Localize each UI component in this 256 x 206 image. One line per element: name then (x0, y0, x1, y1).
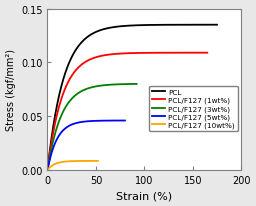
PCL (216, 24, 219, 27)
PCL/F127 (5wt%) (104, 120, 107, 122)
PCL/F127 (5wt%) (60, 132, 63, 134)
PCL/F127 (1wt%) (206, 52, 209, 55)
Line: PCL/F127 (3wt%): PCL/F127 (3wt%) (47, 84, 137, 170)
PCL (46, 169, 49, 171)
PCL/F127 (1wt%) (118, 53, 121, 56)
Line: PCL/F127 (1wt%): PCL/F127 (1wt%) (47, 53, 207, 170)
Y-axis label: Stress (kgf/mm²): Stress (kgf/mm²) (6, 49, 16, 131)
PCL/F127 (3wt%) (46, 169, 49, 171)
PCL (76, 47, 79, 49)
PCL/F127 (1wt%) (74, 70, 77, 72)
PCL/F127 (10wt%) (96, 160, 99, 162)
Legend: PCL, PCL/F127 (1wt%), PCL/F127 (3wt%), PCL/F127 (5wt%), PCL/F127 (10wt%): PCL, PCL/F127 (1wt%), PCL/F127 (3wt%), P… (149, 87, 238, 132)
X-axis label: Strain (%): Strain (%) (116, 191, 172, 200)
PCL (174, 24, 177, 27)
PCL/F127 (3wt%) (86, 88, 89, 90)
PCL/F127 (1wt%) (46, 169, 49, 171)
PCL/F127 (10wt%) (69, 160, 72, 163)
PCL/F127 (1wt%) (140, 52, 143, 55)
PCL/F127 (3wt%) (69, 99, 72, 102)
PCL/F127 (5wt%) (66, 126, 69, 129)
PCL/F127 (3wt%) (62, 111, 65, 113)
Line: PCL: PCL (47, 26, 217, 170)
PCL/F127 (10wt%) (76, 160, 79, 163)
Line: PCL/F127 (10wt%): PCL/F127 (10wt%) (47, 161, 98, 170)
PCL/F127 (5wt%) (98, 120, 101, 122)
PCL/F127 (10wt%) (55, 162, 58, 165)
PCL (146, 25, 149, 27)
PCL (123, 26, 126, 28)
PCL/F127 (5wt%) (123, 120, 126, 122)
PCL/F127 (3wt%) (135, 83, 138, 86)
PCL (159, 25, 162, 27)
PCL/F127 (5wt%) (81, 121, 84, 123)
PCL/F127 (3wt%) (105, 84, 109, 87)
Line: PCL/F127 (5wt%): PCL/F127 (5wt%) (47, 121, 125, 170)
PCL/F127 (5wt%) (92, 120, 95, 123)
PCL/F127 (1wt%) (87, 60, 90, 62)
PCL/F127 (10wt%) (84, 160, 87, 162)
PCL/F127 (1wt%) (166, 52, 169, 55)
PCL/F127 (10wt%) (59, 161, 62, 164)
PCL/F127 (1wt%) (153, 52, 156, 55)
PCL/F127 (10wt%) (80, 160, 83, 162)
PCL/F127 (10wt%) (46, 169, 49, 171)
PCL/F127 (3wt%) (99, 85, 102, 88)
PCL (90, 34, 93, 36)
PCL/F127 (5wt%) (46, 169, 49, 171)
PCL/F127 (3wt%) (113, 84, 116, 86)
